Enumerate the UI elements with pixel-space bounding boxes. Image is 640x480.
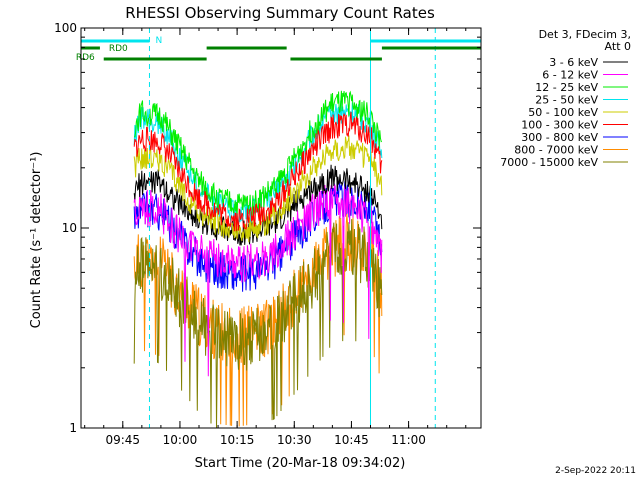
x-tick-label-4: 10:45 [334,433,369,447]
chart-title: RHESSI Observing Summary Count Rates [125,4,435,22]
legend-label-1: 6 - 12 keV [542,69,598,82]
legend-label-2: 12 - 25 keV [535,81,598,94]
series-line-5 [133,111,383,232]
legend-header-line2: Att 0 [605,40,631,53]
series-line-8 [133,219,383,429]
legend-header-line1: Det 3, FDecim 3, [539,28,631,41]
y-axis-label: Count Rate (s⁻¹ detector⁻¹) [29,152,44,329]
flag-label-rd6: RD6 [76,53,95,63]
flag-label-n: N [155,36,162,46]
legend-label-4: 50 - 100 keV [528,106,598,119]
legend-label-3: 25 - 50 keV [535,94,598,107]
legend-label-6: 300 - 800 keV [521,131,598,144]
legend-label-0: 3 - 6 keV [549,56,598,69]
footer-date: 2-Sep-2022 20:11 [555,466,636,476]
series-line-7 [133,213,383,427]
y-tick-label-0: 1 [69,421,77,435]
legend-label-5: 100 - 300 keV [521,119,598,132]
x-tick-label-1: 10:00 [163,433,198,447]
x-tick-label-3: 10:30 [277,433,312,447]
series-line-1 [133,183,383,377]
y-tick-label-1: 10 [62,221,77,235]
y-tick-label-2: 100 [54,21,77,35]
x-tick-label-0: 09:45 [105,433,140,447]
series-line-4 [133,135,383,243]
flag-label-rd0: RD0 [109,44,128,54]
x-axis-label: Start Time (20-Mar-18 09:34:02) [195,456,406,471]
series-line-2 [134,90,383,218]
x-tick-label-2: 10:15 [220,433,255,447]
legend-label-7: 800 - 7000 keV [514,144,598,157]
legend-label-8: 7000 - 15000 keV [500,156,598,169]
plot-area: N RD0 RD6 09:45 10:00 10:15 10:30 10:45 11:00 1 10… [54,21,482,447]
x-tick-label-5: 11:00 [391,433,426,447]
